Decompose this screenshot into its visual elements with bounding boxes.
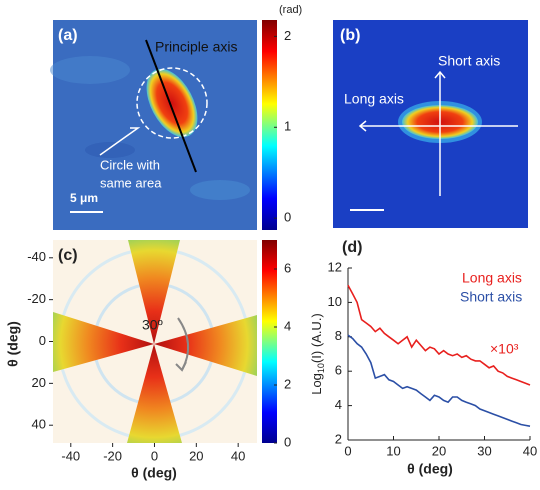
colorbar-tick-label: 6 bbox=[284, 260, 291, 275]
annotation: ×10³ bbox=[490, 341, 519, 357]
y-tick-label: 12 bbox=[328, 259, 342, 274]
panel-a-image bbox=[50, 20, 277, 230]
y-tick-label: 10 bbox=[328, 294, 342, 309]
colorbar-unit: (rad) bbox=[279, 4, 302, 16]
y-tick-label: 20 bbox=[32, 375, 46, 390]
x-tick-label: 20 bbox=[189, 448, 203, 463]
x-tick-label: 0 bbox=[344, 443, 351, 458]
y-tick-label: 2 bbox=[335, 431, 342, 446]
legend-entry: Short axis bbox=[460, 289, 522, 305]
annotation: same area bbox=[100, 175, 162, 190]
panel-b-image bbox=[333, 20, 528, 228]
y-tick-label: 6 bbox=[335, 363, 342, 378]
legend-entry: Long axis bbox=[462, 270, 522, 286]
x-tick-label: -40 bbox=[61, 448, 80, 463]
y-axis-label: θ (deg) bbox=[5, 321, 21, 367]
panel-label: (a) bbox=[58, 27, 78, 44]
panel-label: (d) bbox=[342, 239, 362, 256]
x-tick-label: 10 bbox=[386, 443, 400, 458]
y-tick-label: 0 bbox=[39, 333, 46, 348]
y-axis-label-part: (I) (A.U.) bbox=[309, 313, 324, 363]
y-tick-label: 40 bbox=[32, 417, 46, 432]
x-tick-label: -20 bbox=[103, 448, 122, 463]
x-tick-label: 20 bbox=[432, 443, 446, 458]
colorbar-tick-label: 2 bbox=[284, 28, 291, 43]
y-axis-label-part: 10 bbox=[316, 363, 326, 373]
panel-label: (b) bbox=[340, 27, 360, 44]
annotation: Principle axis bbox=[155, 39, 237, 55]
y-tick-label: 8 bbox=[335, 328, 342, 343]
y-tick-label: 4 bbox=[335, 397, 342, 412]
x-axis-label: θ (deg) bbox=[407, 461, 453, 477]
annotation: Short axis bbox=[438, 53, 500, 69]
y-tick-label: -40 bbox=[27, 249, 46, 264]
y-axis-label: Log10(I) (A.U.) bbox=[309, 313, 326, 395]
y-axis-label-part: Log bbox=[309, 373, 324, 395]
x-tick-label: 40 bbox=[231, 448, 245, 463]
colorbar-tick-label: 0 bbox=[284, 210, 291, 225]
x-tick-label: 0 bbox=[151, 448, 158, 463]
panel-label: (c) bbox=[58, 247, 78, 264]
x-axis-label: θ (deg) bbox=[131, 465, 177, 481]
annotation: 30º bbox=[142, 317, 163, 333]
colorbar-tick-label: 4 bbox=[284, 318, 291, 333]
scale-bar-label: 5 μm bbox=[70, 191, 98, 205]
annotation: Circle with bbox=[100, 157, 160, 172]
colorbar-tick-label: 0 bbox=[284, 434, 291, 449]
series-line bbox=[347, 284, 531, 386]
panel-c-image bbox=[53, 240, 277, 443]
x-tick-label: 40 bbox=[523, 443, 537, 458]
annotation: Long axis bbox=[344, 91, 404, 107]
colorbar-tick-label: 2 bbox=[284, 376, 291, 391]
colorbar-tick-label: 1 bbox=[284, 119, 291, 134]
x-tick-label: 30 bbox=[477, 443, 491, 458]
y-tick-label: -20 bbox=[27, 291, 46, 306]
series-line bbox=[347, 334, 531, 427]
